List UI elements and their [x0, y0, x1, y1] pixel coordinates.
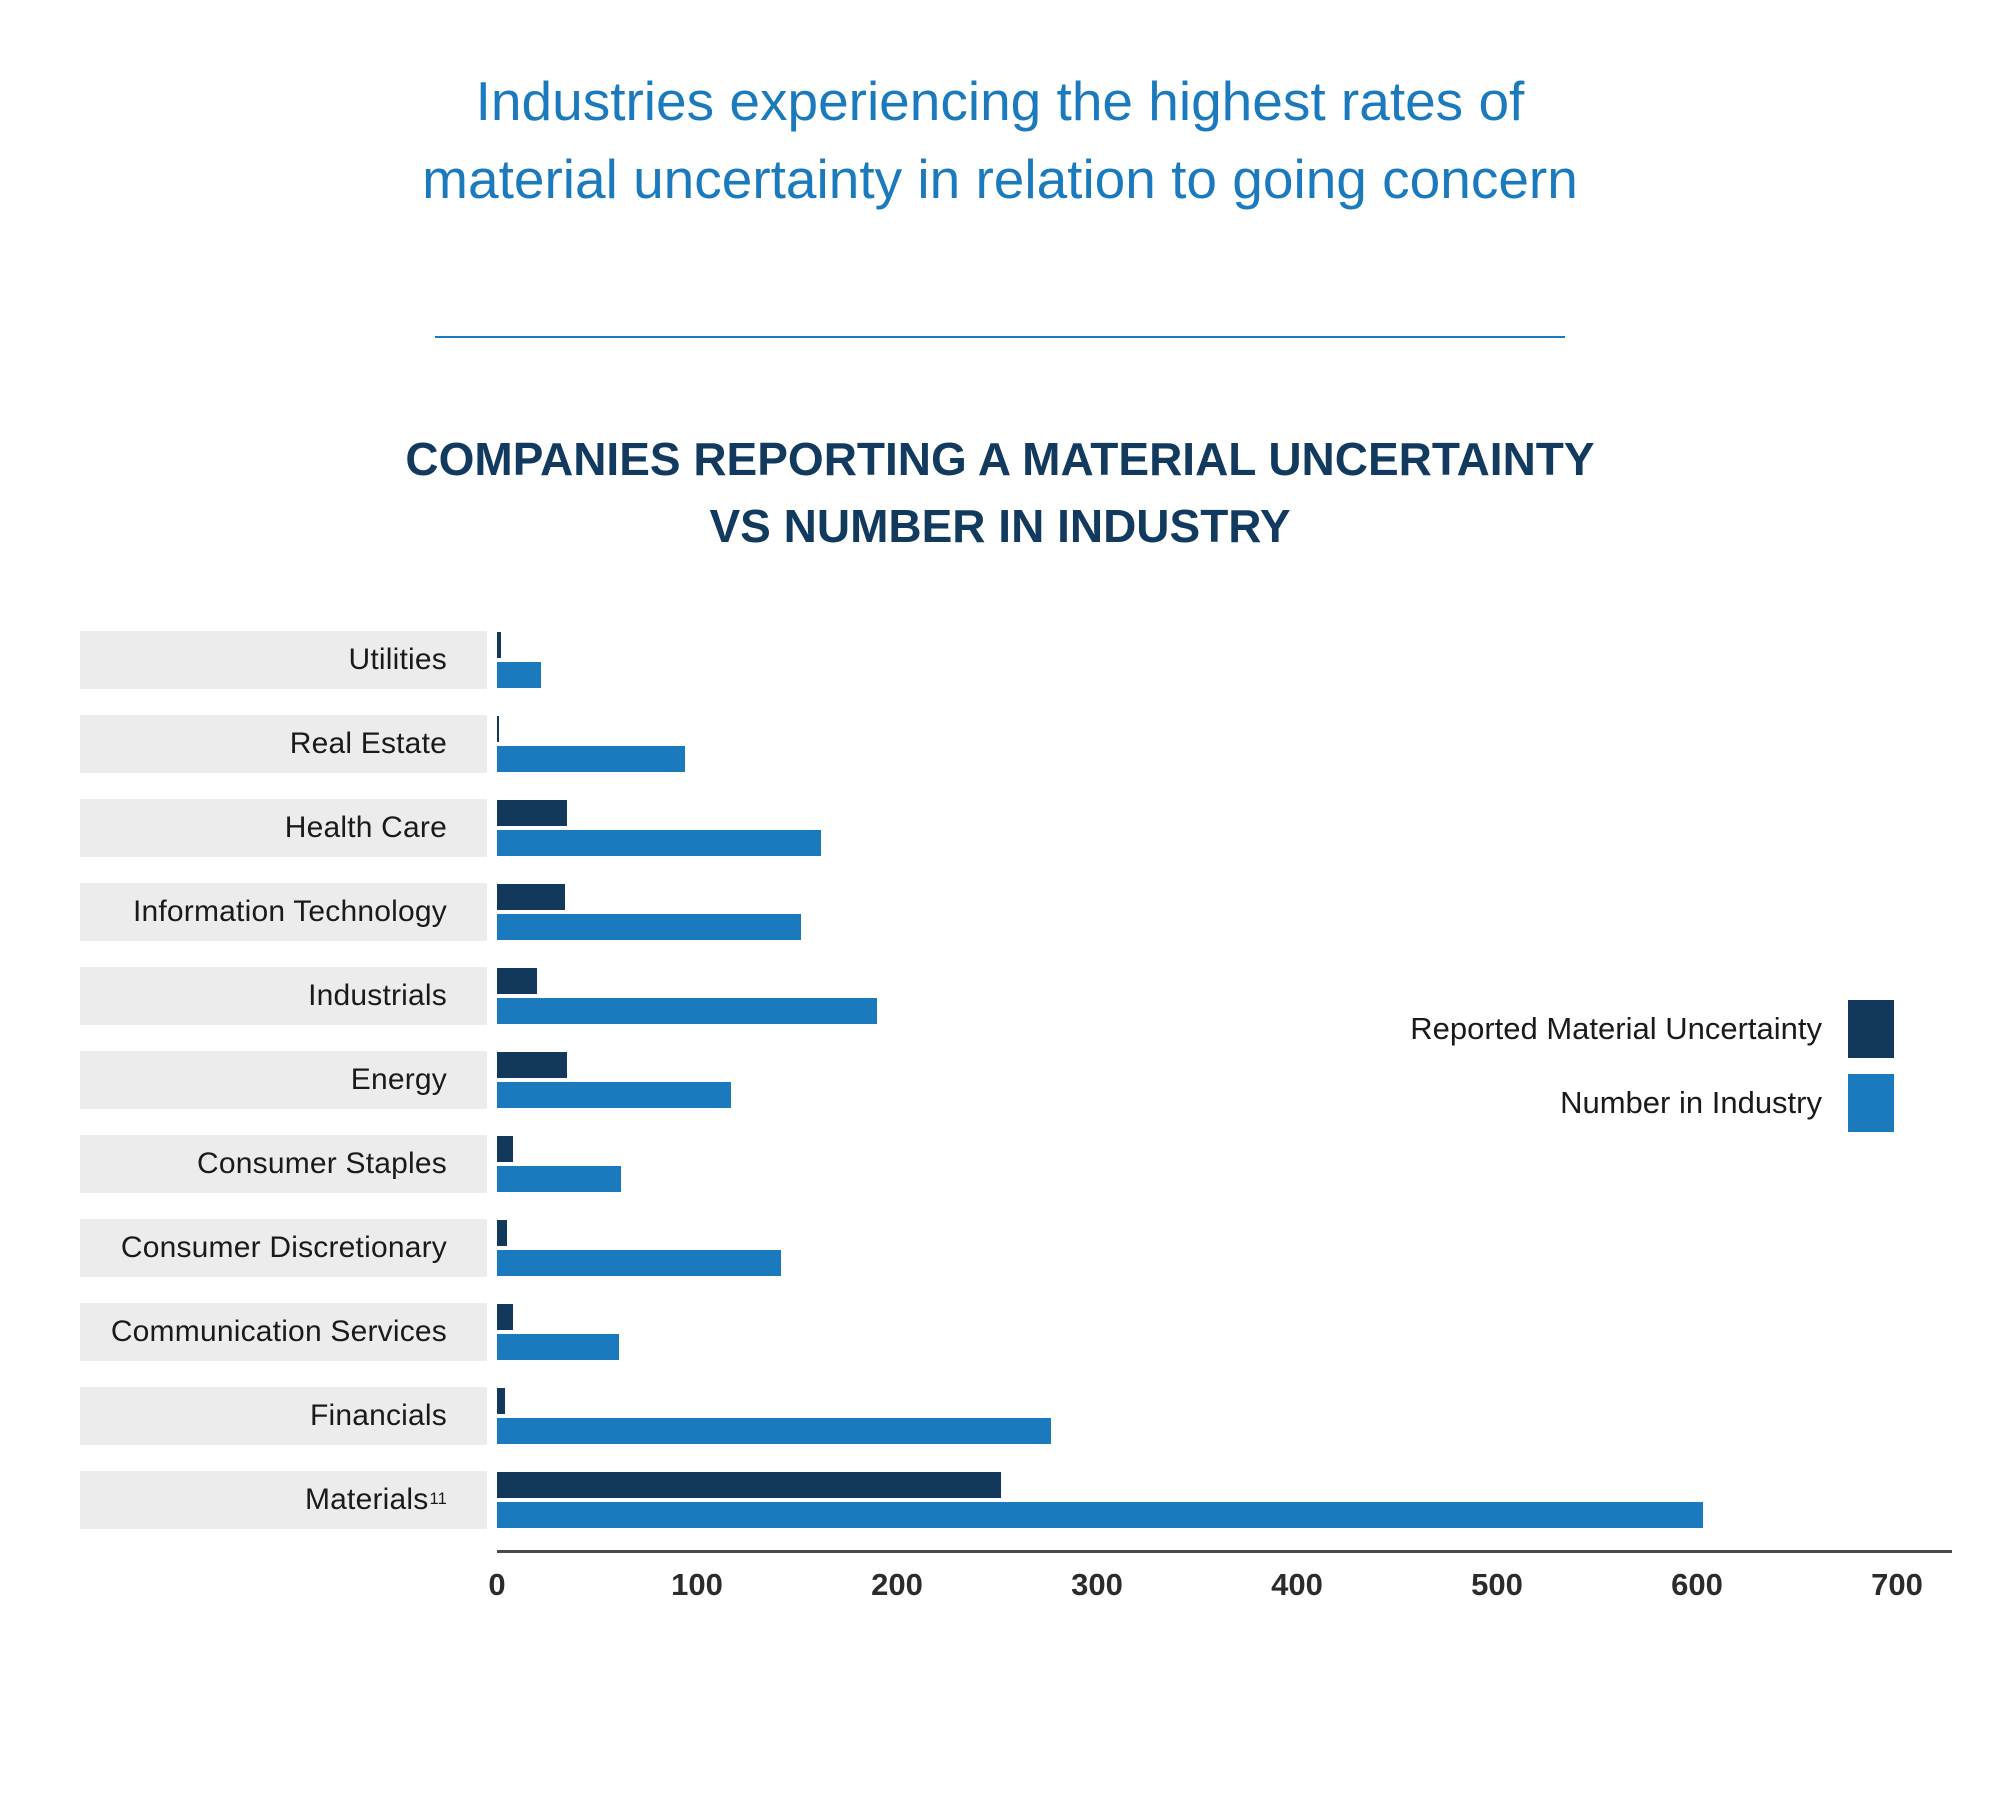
divider-line	[435, 336, 1565, 339]
chart-title-line1: COMPANIES REPORTING A MATERIAL UNCERTAIN…	[405, 433, 1595, 486]
bar-group	[497, 1303, 1897, 1361]
x-axis-tick: 600	[1671, 1566, 1723, 1602]
chart-row-materials: Materials 11	[80, 1458, 2000, 1542]
reported-uncertainty-bar	[497, 883, 565, 910]
chart-row-communication-services: Communication Services	[80, 1290, 2000, 1374]
bar-group	[497, 883, 1897, 941]
x-axis-tick: 500	[1471, 1566, 1523, 1602]
chart-title-line2: VS NUMBER IN INDUSTRY	[709, 499, 1291, 552]
page-title-line2: material uncertainty in relation to goin…	[422, 148, 1578, 211]
chart-row-energy: Energy	[80, 1038, 2000, 1122]
reported-uncertainty-bar	[497, 1219, 507, 1246]
bar-group	[497, 1471, 1897, 1529]
x-axis-tick: 700	[1871, 1566, 1923, 1602]
legend-label-number-in-industry: Number in Industry	[1560, 1085, 1822, 1120]
bar-group	[497, 1135, 1897, 1193]
bar-chart: Utilities Real Estate Health Care Informati…	[0, 618, 2000, 1620]
x-axis-tick: 300	[1071, 1566, 1123, 1602]
number-in-industry-bar	[497, 1249, 781, 1276]
bar-group	[497, 799, 1897, 857]
number-in-industry-bar	[497, 829, 821, 856]
chart-legend: Reported Material Uncertainty Number in …	[1410, 1000, 1894, 1132]
legend-swatch-dark-icon	[1848, 1000, 1894, 1058]
legend-label-reported-material-uncertainty: Reported Material Uncertainty	[1410, 1011, 1822, 1046]
category-label: Financials	[80, 1386, 487, 1445]
number-in-industry-bar	[497, 1417, 1051, 1444]
category-label: Health Care	[80, 798, 487, 857]
category-label: Industrials	[80, 966, 487, 1025]
chart-row-utilities: Utilities	[80, 618, 2000, 702]
category-label: Materials 11	[80, 1470, 487, 1529]
number-in-industry-bar	[497, 1501, 1703, 1528]
number-in-industry-bar	[497, 745, 685, 772]
bar-group	[497, 715, 1897, 773]
number-in-industry-bar	[497, 913, 801, 940]
legend-entry-number-in-industry: Number in Industry	[1410, 1074, 1894, 1132]
reported-uncertainty-bar	[497, 715, 500, 742]
bar-group	[497, 967, 1897, 1025]
category-label: Consumer Discretionary	[80, 1218, 487, 1277]
x-axis-tick: 0	[488, 1566, 506, 1602]
category-label: Energy	[80, 1050, 487, 1109]
reported-uncertainty-bar	[497, 631, 501, 658]
chart-row-real-estate: Real Estate	[80, 702, 2000, 786]
bar-group	[497, 631, 1897, 689]
bar-group	[497, 1051, 1897, 1109]
chart-rows: Utilities Real Estate Health Care Informati…	[80, 618, 2000, 1542]
bar-group	[497, 1387, 1897, 1445]
category-label: Communication Services	[80, 1302, 487, 1361]
page-title: Industries experiencing the highest rate…	[0, 62, 2000, 218]
chart-row-health-care: Health Care	[80, 786, 2000, 870]
reported-uncertainty-bar	[497, 1471, 1001, 1498]
number-in-industry-bar	[497, 1165, 621, 1192]
x-axis-tick: 100	[671, 1566, 723, 1602]
x-axis-tick: 400	[1271, 1566, 1323, 1602]
category-label: Consumer Staples	[80, 1134, 487, 1193]
category-label: Information Technology	[80, 882, 487, 941]
reported-uncertainty-bar	[497, 967, 537, 994]
number-in-industry-bar	[497, 661, 541, 688]
number-in-industry-bar	[497, 1081, 731, 1108]
bar-group	[497, 1219, 1897, 1277]
chart-row-consumer-staples: Consumer Staples	[80, 1122, 2000, 1206]
number-in-industry-bar	[497, 997, 877, 1024]
legend-entry-reported-material-uncertainty: Reported Material Uncertainty	[1410, 1000, 1894, 1058]
number-in-industry-bar	[497, 1333, 619, 1360]
category-label: Real Estate	[80, 714, 487, 773]
chart-row-consumer-discretionary: Consumer Discretionary	[80, 1206, 2000, 1290]
x-axis: 0 100 200 300 400 500 600 700	[488, 1549, 1952, 1620]
chart-row-industrials: Industrials	[80, 954, 2000, 1038]
x-axis-tick: 200	[871, 1566, 923, 1602]
reported-uncertainty-bar	[497, 1135, 513, 1162]
reported-uncertainty-bar	[497, 799, 567, 826]
legend-swatch-light-icon	[1848, 1074, 1894, 1132]
chart-row-information-technology: Information Technology	[80, 870, 2000, 954]
category-label: Utilities	[80, 630, 487, 689]
page-title-line1: Industries experiencing the highest rate…	[475, 70, 1525, 132]
reported-uncertainty-bar	[497, 1387, 505, 1414]
reported-uncertainty-bar	[497, 1303, 513, 1330]
chart-row-financials: Financials	[80, 1374, 2000, 1458]
chart-title: COMPANIES REPORTING A MATERIAL UNCERTAIN…	[0, 426, 2000, 559]
reported-uncertainty-bar	[497, 1051, 567, 1078]
